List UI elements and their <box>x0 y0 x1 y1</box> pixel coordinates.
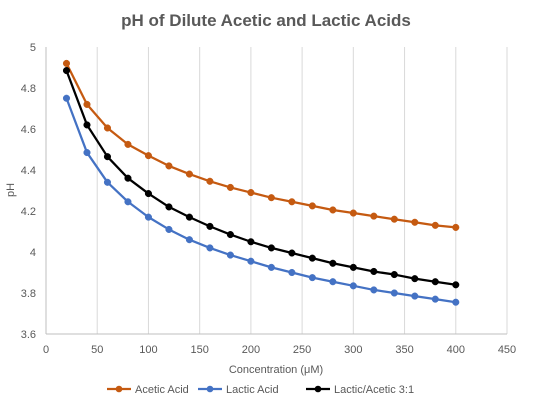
y-tick-label: 3.8 <box>21 288 36 300</box>
data-point-lactic-acid <box>431 295 439 303</box>
data-point-lactic-acetic-3-1 <box>247 238 255 246</box>
legend-label-lactic-acetic-3-1: Lactic/Acetic 3:1 <box>334 384 414 396</box>
data-point-lactic-acid <box>308 274 316 282</box>
data-point-lactic-acid <box>349 282 357 290</box>
data-point-lactic-acid <box>329 278 337 286</box>
x-axis-title: Concentration (μM) <box>229 364 323 376</box>
data-point-acetic-acid <box>370 212 378 220</box>
y-axis-title: pH <box>5 183 17 197</box>
x-tick-label: 100 <box>139 344 157 356</box>
data-point-lactic-acetic-3-1 <box>124 174 132 182</box>
data-point-lactic-acid <box>452 298 460 306</box>
data-point-lactic-acetic-3-1 <box>206 222 214 230</box>
series-lines <box>65 62 456 304</box>
data-point-acetic-acid <box>452 223 460 231</box>
data-point-acetic-acid <box>185 170 193 178</box>
axes: 0 50 100 150 200 250 300 350 400 450 3.6 3.8 4 4.2 4.4… <box>21 42 516 356</box>
data-point-acetic-acid <box>103 124 112 132</box>
x-tick-label: 350 <box>395 344 413 356</box>
x-tick-label: 0 <box>43 344 49 356</box>
data-point-lactic-acetic-3-1 <box>431 278 439 286</box>
data-point-lactic-acid <box>165 225 173 233</box>
x-tick-label: 150 <box>190 344 208 356</box>
data-point-lactic-acid <box>267 263 275 271</box>
y-tick-label: 4.8 <box>21 83 36 95</box>
data-point-lactic-acetic-3-1 <box>370 267 378 276</box>
data-point-lactic-acid <box>370 286 378 294</box>
data-point-acetic-acid <box>206 177 214 185</box>
data-point-lactic-acetic-3-1 <box>288 249 296 257</box>
data-point-acetic-acid <box>308 202 316 210</box>
y-tick-label: 4.2 <box>21 206 36 218</box>
data-point-lactic-acetic-3-1 <box>329 259 337 267</box>
data-point-lactic-acid <box>103 178 112 186</box>
data-point-lactic-acetic-3-1 <box>390 271 398 279</box>
data-point-acetic-acid <box>247 189 255 197</box>
data-point-lactic-acid <box>185 236 193 244</box>
data-point-lactic-acetic-3-1 <box>226 231 234 239</box>
data-point-lactic-acetic-3-1 <box>185 213 193 221</box>
x-tick-label: 400 <box>447 344 465 356</box>
data-point-lactic-acid <box>124 198 132 206</box>
gridlines <box>96 47 508 334</box>
data-point-lactic-acid <box>288 268 296 277</box>
y-tick-label: 4.4 <box>21 165 36 177</box>
y-tick-label: 4.6 <box>21 124 36 136</box>
data-point-lactic-acetic-3-1 <box>165 203 173 211</box>
data-point-acetic-acid <box>411 218 419 226</box>
data-point-acetic-acid <box>288 198 296 206</box>
data-point-acetic-acid <box>144 152 152 160</box>
data-point-lactic-acid <box>411 292 419 300</box>
data-point-lactic-acid <box>83 149 91 157</box>
data-point-acetic-acid <box>226 183 234 191</box>
data-point-lactic-acid <box>226 251 234 259</box>
data-point-lactic-acetic-3-1 <box>452 281 460 289</box>
data-point-lactic-acetic-3-1 <box>349 263 357 271</box>
data-point-lactic-acetic-3-1 <box>62 67 71 75</box>
data-point-acetic-acid <box>83 100 91 108</box>
data-point-lactic-acid <box>62 94 71 102</box>
data-point-acetic-acid <box>390 215 398 223</box>
x-tick-label: 300 <box>344 344 362 356</box>
data-point-lactic-acid <box>247 257 255 265</box>
legend-label-acetic-acid: Acetic Acid <box>135 384 189 396</box>
x-tick-label: 250 <box>293 344 311 356</box>
legend-swatch-marker-lactic-acetic-3-1 <box>314 385 322 393</box>
data-point-lactic-acid <box>206 244 214 252</box>
data-point-lactic-acid <box>390 289 398 297</box>
data-point-acetic-acid <box>349 209 357 217</box>
data-point-lactic-acid <box>144 213 152 221</box>
x-tick-label: 50 <box>91 344 103 356</box>
chart-title: pH of Dilute Acetic and Lactic Acids <box>121 11 411 30</box>
data-point-acetic-acid <box>267 194 275 202</box>
data-point-lactic-acetic-3-1 <box>308 254 316 262</box>
legend-swatch-marker-lactic-acid <box>206 385 214 393</box>
data-point-lactic-acetic-3-1 <box>144 190 152 198</box>
data-point-lactic-acetic-3-1 <box>103 153 112 161</box>
data-point-lactic-acetic-3-1 <box>267 244 275 252</box>
data-point-acetic-acid <box>62 59 71 67</box>
data-point-acetic-acid <box>329 206 337 214</box>
data-point-lactic-acetic-3-1 <box>83 121 91 129</box>
legend: Acetic Acid Lactic Acid Lactic/Acetic 3:1 <box>107 384 414 396</box>
data-point-lactic-acetic-3-1 <box>411 275 419 283</box>
x-tick-label: 450 <box>498 344 516 356</box>
y-tick-label: 5 <box>30 42 36 54</box>
legend-swatch-marker-acetic-acid <box>115 385 123 393</box>
legend-label-lactic-acid: Lactic Acid <box>226 384 279 396</box>
y-tick-label: 4 <box>30 247 36 259</box>
y-tick-label: 3.6 <box>21 329 36 341</box>
data-point-acetic-acid <box>165 162 173 170</box>
series-markers <box>62 59 460 306</box>
data-point-acetic-acid <box>124 140 132 148</box>
x-tick-label: 200 <box>242 344 260 356</box>
data-point-acetic-acid <box>431 221 439 229</box>
